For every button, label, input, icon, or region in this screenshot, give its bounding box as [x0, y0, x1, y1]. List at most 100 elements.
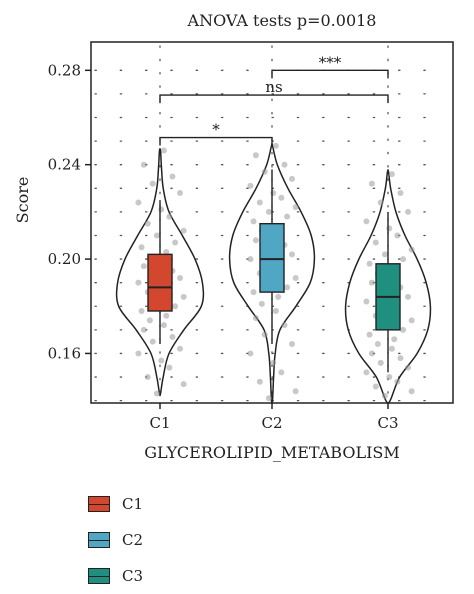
legend-label-c2: C2 [122, 531, 144, 549]
data-point-c3 [386, 374, 393, 381]
data-point-c2 [284, 213, 291, 220]
violin-c1 [115, 148, 205, 397]
data-point-c2 [278, 369, 285, 376]
data-point-c3 [377, 199, 384, 206]
data-point-c2 [281, 161, 288, 168]
box-layer [147, 169, 401, 373]
data-point-c1 [146, 317, 153, 324]
legend-swatch-c1 [88, 496, 110, 512]
data-point-c3 [374, 341, 381, 348]
legend-item-c2: C2 [88, 522, 143, 558]
data-point-c3 [408, 388, 415, 395]
data-point-c2 [281, 322, 288, 329]
data-point-c3 [394, 232, 401, 239]
data-point-c2 [252, 315, 259, 322]
data-point-c3 [408, 246, 415, 253]
data-point-c2 [247, 256, 254, 263]
x-tick-label-c1: C1 [149, 414, 170, 432]
data-point-c1 [163, 248, 170, 255]
violin-c3 [344, 168, 432, 405]
data-point-c2 [289, 341, 296, 348]
data-point-c1 [149, 338, 156, 345]
data-point-c2 [278, 194, 285, 201]
box-c2 [259, 222, 285, 293]
data-point-c3 [397, 355, 404, 362]
data-point-c2 [292, 274, 299, 281]
data-point-c1 [166, 213, 173, 220]
data-point-c1 [140, 263, 147, 270]
x-axis-label: GLYCEROLIPID_METABOLISM [144, 443, 399, 462]
data-point-c1 [158, 206, 165, 213]
data-point-c1 [160, 322, 167, 329]
box-c1 [147, 253, 173, 312]
legend-swatch-c3 [88, 568, 110, 584]
data-point-c1 [140, 161, 147, 168]
data-point-c3 [366, 331, 373, 338]
data-point-c1 [144, 220, 151, 227]
data-point-c2 [292, 204, 299, 211]
data-point-c1 [160, 147, 167, 154]
data-point-c3 [400, 256, 407, 263]
data-point-c1 [135, 350, 142, 357]
significance-bracket-c1-c3 [159, 94, 389, 104]
data-point-c3 [381, 251, 388, 258]
data-point-c3 [363, 298, 370, 305]
data-point-c1 [169, 333, 176, 340]
data-point-c2 [250, 218, 257, 225]
data-point-c3 [386, 225, 393, 232]
legend-item-c3: C3 [88, 558, 143, 594]
y-tick-label: 0.20 [48, 250, 81, 268]
data-point-c1 [158, 357, 165, 364]
data-point-c3 [368, 180, 375, 187]
data-point-c2 [258, 300, 265, 307]
data-point-c1 [169, 173, 176, 180]
data-point-c3 [388, 171, 395, 178]
data-point-c3 [377, 359, 384, 366]
data-point-c1 [135, 279, 142, 286]
data-point-c2 [265, 208, 272, 215]
data-point-c1 [138, 307, 145, 314]
data-point-c3 [372, 239, 379, 246]
violin-chart: * ns *** 0.16 0.20 0.24 0.28 C1 C2 C3 ANOVA test… [13, 11, 454, 462]
data-point-c3 [394, 378, 401, 385]
data-point-c1 [172, 239, 179, 246]
violin-layer [115, 142, 432, 405]
significance-label-c1-c3: ns [265, 78, 282, 96]
comparison-layer: * ns *** [159, 53, 389, 146]
data-point-c3 [405, 293, 412, 300]
data-point-c2 [261, 168, 268, 175]
data-point-c1 [140, 326, 147, 333]
y-axis-label: Score [13, 177, 32, 224]
data-point-c2 [272, 142, 279, 149]
data-point-c3 [366, 260, 373, 267]
axis-layer: 0.16 0.20 0.24 0.28 C1 C2 C3 [48, 61, 399, 432]
data-point-c2 [275, 293, 282, 300]
data-point-c1 [144, 374, 151, 381]
data-point-c1 [180, 293, 187, 300]
data-point-c2 [256, 199, 263, 206]
data-point-c1 [153, 232, 160, 239]
legend: C1 C2 C3 [88, 486, 143, 594]
data-point-c2 [250, 289, 257, 296]
data-point-c3 [391, 336, 398, 343]
y-tick-label: 0.16 [48, 344, 81, 362]
data-point-c3 [368, 350, 375, 357]
legend-label-c1: C1 [122, 495, 144, 513]
x-tick-label-c3: C3 [377, 414, 398, 432]
data-point-c3 [368, 279, 375, 286]
data-point-c3 [388, 345, 395, 352]
data-point-c1 [153, 390, 160, 397]
legend-item-c1: C1 [88, 486, 143, 522]
violin-c2 [228, 142, 316, 405]
data-point-c2 [247, 182, 254, 189]
data-point-c2 [289, 251, 296, 258]
data-point-c3 [405, 208, 412, 215]
significance-label-c2-c3: *** [319, 53, 342, 71]
significance-label-c1-c2: * [212, 121, 220, 139]
significance-bracket-c2-c3 [271, 69, 389, 79]
data-point-c2 [252, 237, 259, 244]
data-point-c3 [405, 364, 412, 371]
data-point-c1 [180, 381, 187, 388]
data-point-c2 [261, 331, 268, 338]
data-point-c3 [372, 383, 379, 390]
